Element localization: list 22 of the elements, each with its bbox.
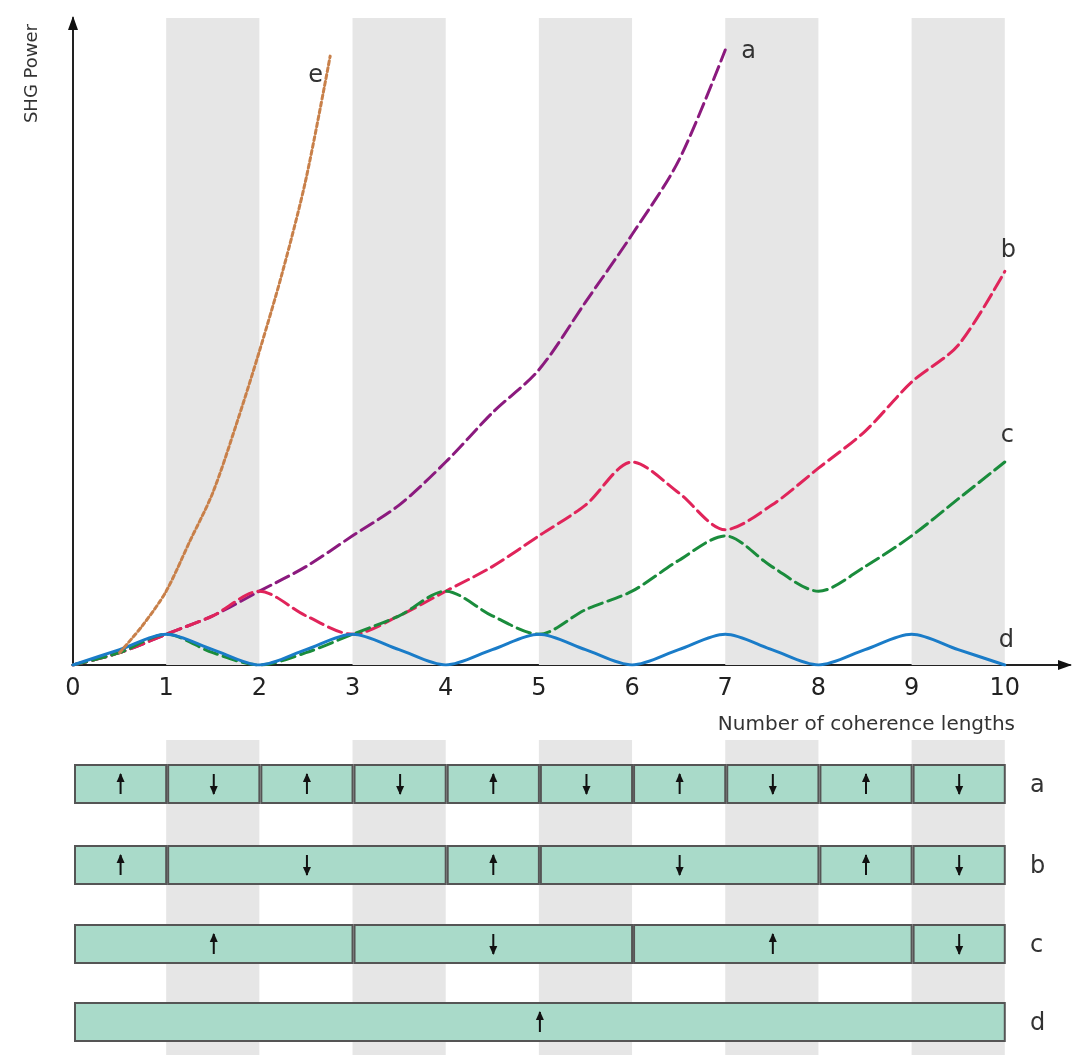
x-tick-label: 9: [903, 673, 920, 701]
text: d: [1030, 1008, 1046, 1036]
series-label: c: [1000, 420, 1014, 449]
x-tick-label: 4: [438, 673, 454, 701]
x-tick-label: 5: [531, 673, 547, 701]
x-tick-label: 7: [717, 673, 733, 701]
x-tick-label: 2: [251, 673, 267, 701]
x-tick-label: 6: [624, 673, 640, 701]
x-tick-label: 1: [158, 673, 174, 701]
text: b: [1030, 851, 1046, 879]
series-label: b: [1000, 235, 1017, 264]
x-axis-title: Number of coherence lengths: [717, 711, 1015, 735]
y-axis-title: SHG Power: [19, 23, 41, 124]
series-label: e: [308, 60, 323, 89]
text: a: [1030, 770, 1045, 798]
series-label: d: [998, 625, 1015, 653]
x-tick-label: 10: [989, 673, 1021, 701]
text: c: [1030, 930, 1044, 958]
x-tick-label: 3: [344, 673, 361, 701]
series-label: a: [741, 35, 756, 64]
x-tick-label: 0: [65, 673, 81, 701]
x-tick-label: 8: [810, 673, 827, 701]
